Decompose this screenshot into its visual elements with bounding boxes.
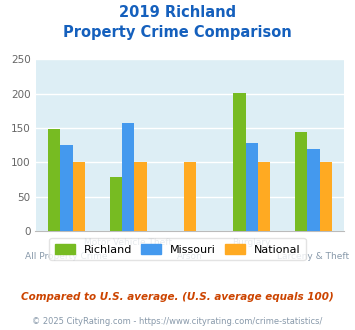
Text: Compared to U.S. average. (U.S. average equals 100): Compared to U.S. average. (U.S. average … xyxy=(21,292,334,302)
Text: © 2025 CityRating.com - https://www.cityrating.com/crime-statistics/: © 2025 CityRating.com - https://www.city… xyxy=(32,317,323,326)
Bar xyxy=(246,143,258,231)
Text: Burglary: Burglary xyxy=(233,238,271,247)
Text: All Property Crime: All Property Crime xyxy=(25,251,108,261)
Bar xyxy=(184,162,196,231)
Text: Arson: Arson xyxy=(177,251,203,261)
Bar xyxy=(72,162,85,231)
Bar xyxy=(320,162,332,231)
Bar xyxy=(110,177,122,231)
Bar xyxy=(233,93,246,231)
Bar xyxy=(307,148,320,231)
Bar xyxy=(295,132,307,231)
Text: Motor Vehicle Theft: Motor Vehicle Theft xyxy=(84,238,172,247)
Legend: Richland, Missouri, National: Richland, Missouri, National xyxy=(49,238,306,260)
Bar xyxy=(60,145,72,231)
Text: Property Crime Comparison: Property Crime Comparison xyxy=(63,25,292,40)
Text: 2019 Richland: 2019 Richland xyxy=(119,5,236,20)
Bar xyxy=(122,122,134,231)
Bar xyxy=(134,162,147,231)
Text: Larceny & Theft: Larceny & Theft xyxy=(277,251,350,261)
Bar xyxy=(258,162,270,231)
Bar xyxy=(48,129,60,231)
